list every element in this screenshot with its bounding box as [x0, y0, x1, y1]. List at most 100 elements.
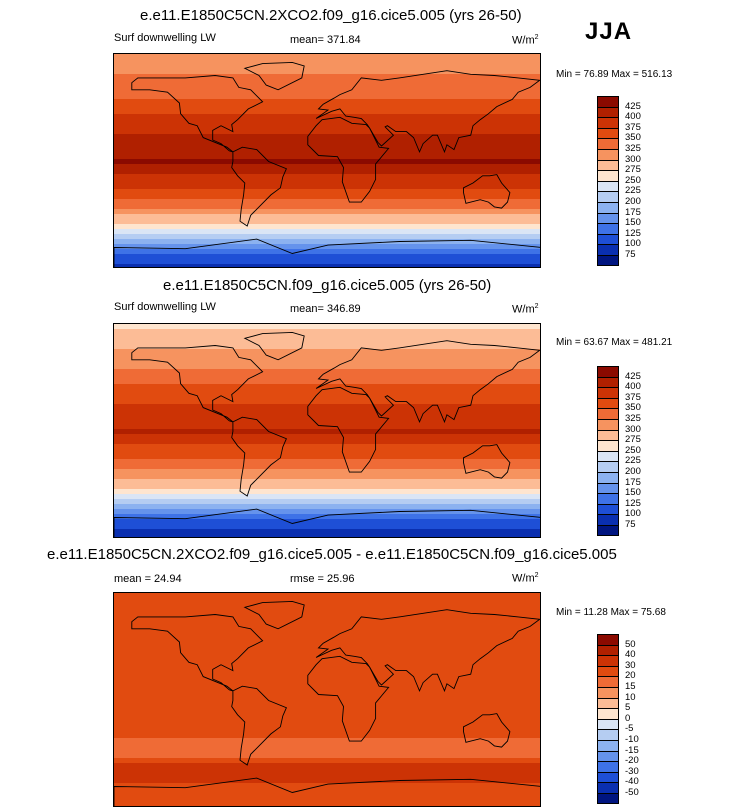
map-latitude-band	[114, 194, 540, 200]
coastline	[463, 174, 511, 209]
map-latitude-band	[114, 164, 540, 170]
panel-1-map	[113, 53, 541, 268]
map-latitude-band	[114, 54, 540, 60]
colorbar-swatch	[597, 397, 619, 409]
map-latitude-band	[114, 733, 540, 739]
colorbar-swatch	[597, 665, 619, 677]
colorbar-label: 300	[625, 153, 641, 165]
colorbar-swatch	[597, 461, 619, 472]
colorbar-swatch	[597, 180, 619, 192]
map-latitude-band	[114, 199, 540, 205]
colorbar-swatch	[597, 106, 619, 118]
colorbar-label: -10	[625, 734, 639, 745]
map-latitude-band	[114, 494, 540, 500]
coastline	[231, 146, 287, 227]
panel-2-mean: mean= 346.89	[290, 303, 361, 315]
colorbar-label: 125	[625, 497, 641, 509]
map-latitude-band	[114, 154, 540, 160]
colorbar-swatch	[597, 127, 619, 139]
colorbar-swatch	[597, 387, 619, 398]
map-latitude-band	[114, 64, 540, 70]
colorbar-swatch	[597, 96, 619, 107]
map-latitude-band	[114, 738, 540, 744]
colorbar-swatch	[597, 482, 619, 494]
colorbar-label: 250	[625, 444, 641, 456]
map-latitude-band	[114, 743, 540, 749]
coastline	[463, 444, 511, 479]
colorbar-label: -20	[625, 755, 639, 767]
colorbar-label: 200	[625, 196, 641, 207]
colorbar-swatch	[597, 223, 619, 234]
map-latitude-band	[114, 364, 540, 370]
map-latitude-band	[114, 598, 540, 604]
colorbar-swatch	[597, 366, 619, 377]
colorbar-swatch	[597, 761, 619, 772]
colorbar-swatch	[597, 493, 619, 504]
map-latitude-band	[114, 129, 540, 135]
map-latitude-band	[114, 653, 540, 659]
colorbar-swatch	[597, 244, 619, 255]
colorbar-swatch	[597, 514, 619, 525]
colorbar-label: 400	[625, 381, 641, 393]
coastline	[231, 685, 287, 766]
map-latitude-band	[114, 499, 540, 505]
map-latitude-band	[114, 264, 540, 267]
panel-2-minmax: Min = 63.67 Max = 481.21	[556, 337, 673, 348]
coastline	[131, 345, 264, 423]
panel-3-title: e.e11.E1850C5CN.2XCO2.f09_g16.cice5.005 …	[47, 546, 617, 563]
map-latitude-band	[114, 429, 540, 435]
map-latitude-band	[114, 94, 540, 100]
map-latitude-band	[114, 214, 540, 220]
map-latitude-band	[114, 758, 540, 764]
panel-3-minmax: Min = 11.28 Max = 75.68	[556, 607, 666, 618]
map-latitude-band	[114, 504, 540, 510]
colorbar-swatch	[597, 676, 619, 687]
map-latitude-band	[114, 169, 540, 175]
panel-2-title: e.e11.E1850C5CN.f09_g16.cice5.005 (yrs 2…	[163, 277, 492, 294]
panel-1-title: e.e11.E1850C5CN.2XCO2.f09_g16.cice5.005 …	[140, 7, 522, 24]
coastline	[243, 331, 305, 361]
map-field	[114, 54, 540, 267]
colorbar-label: 10	[625, 691, 636, 703]
colorbar-swatch	[597, 419, 619, 430]
map-latitude-band	[114, 713, 540, 719]
colorbar-swatch	[597, 149, 619, 160]
map-latitude-band	[114, 229, 540, 235]
map-latitude-band	[114, 479, 540, 485]
map-latitude-band	[114, 454, 540, 460]
map-latitude-band	[114, 59, 540, 65]
colorbar-label: 225	[625, 185, 641, 197]
colorbar-swatch	[597, 771, 619, 783]
map-latitude-band	[114, 633, 540, 639]
map-latitude-band	[114, 534, 540, 537]
map-latitude-band	[114, 469, 540, 475]
map-latitude-band	[114, 459, 540, 465]
panel-3-units: W/m2	[512, 572, 539, 585]
map-latitude-band	[114, 683, 540, 689]
colorbar-swatch	[597, 376, 619, 388]
colorbar-swatch	[597, 255, 619, 266]
colorbar-label: 350	[625, 402, 641, 414]
map-latitude-band	[114, 234, 540, 240]
colorbar-label: -40	[625, 776, 639, 788]
colorbar-label: 350	[625, 132, 641, 144]
map-latitude-band	[114, 793, 540, 799]
colorbar-label: 75	[625, 519, 636, 530]
colorbar-label: 225	[625, 455, 641, 467]
map-latitude-band	[114, 144, 540, 150]
colorbar-swatch	[597, 793, 619, 804]
colorbar-swatch	[597, 191, 619, 202]
map-latitude-band	[114, 643, 540, 649]
colorbar-label: 125	[625, 227, 641, 239]
coastline	[315, 340, 540, 424]
colorbar-swatch	[597, 233, 619, 245]
coastline	[114, 238, 540, 267]
map-latitude-band	[114, 249, 540, 255]
colorbar-label: 50	[625, 638, 636, 650]
map-latitude-band	[114, 439, 540, 445]
map-latitude-band	[114, 688, 540, 694]
map-latitude-band	[114, 254, 540, 260]
map-latitude-band	[114, 489, 540, 495]
panel-1-minmax: Min = 76.89 Max = 516.13	[556, 69, 673, 80]
map-latitude-band	[114, 219, 540, 225]
